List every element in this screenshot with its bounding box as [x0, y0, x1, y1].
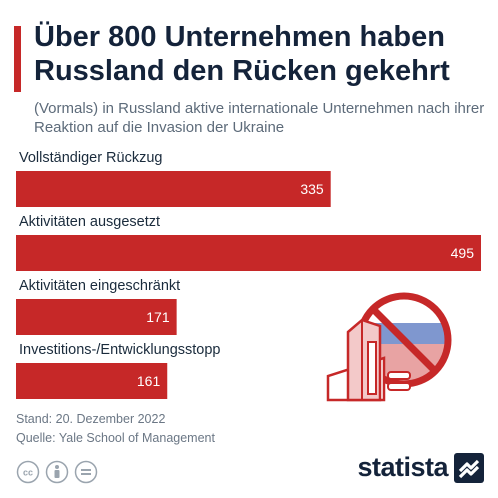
statista-logo-icon: [454, 452, 484, 483]
cc-icon[interactable]: cc: [16, 460, 40, 484]
brand-name: statista: [357, 452, 448, 482]
bar: [16, 235, 481, 271]
bar-category-label: Investitions-/Entwicklungsstopp: [19, 342, 221, 358]
bar-value-label: 161: [137, 373, 161, 389]
bar: [16, 171, 331, 207]
footer-source: Quelle: Yale School of Management: [16, 431, 215, 445]
chart-subtitle: (Vormals) in Russland aktive internation…: [34, 100, 485, 136]
statista-brand[interactable]: statista: [357, 452, 484, 483]
no-derivatives-icon[interactable]: [74, 460, 98, 484]
chart-title: Über 800 Unternehmen haben Russland den …: [34, 21, 450, 87]
svg-text:cc: cc: [23, 468, 33, 478]
title-accent-bar: [14, 26, 21, 92]
bar-value-label: 335: [300, 181, 324, 197]
bar-value-label: 495: [451, 245, 475, 261]
bar-chart: Vollständiger Rückzug 335 Aktivitäten ausg…: [16, 150, 481, 399]
no-russia-business-icon: [326, 292, 452, 402]
bar-category-label: Vollständiger Rückzug: [19, 150, 162, 166]
bar-category-label: Aktivitäten ausgesetzt: [19, 214, 160, 230]
bar: [16, 363, 168, 399]
bar-value-label: 171: [146, 309, 170, 325]
footer-date: Stand: 20. Dezember 2022: [16, 412, 166, 426]
attribution-icon[interactable]: [45, 460, 69, 484]
license-icons: cc: [16, 460, 98, 484]
bar-category-label: Aktivitäten eingeschränkt: [19, 278, 180, 294]
bar: [16, 299, 177, 335]
